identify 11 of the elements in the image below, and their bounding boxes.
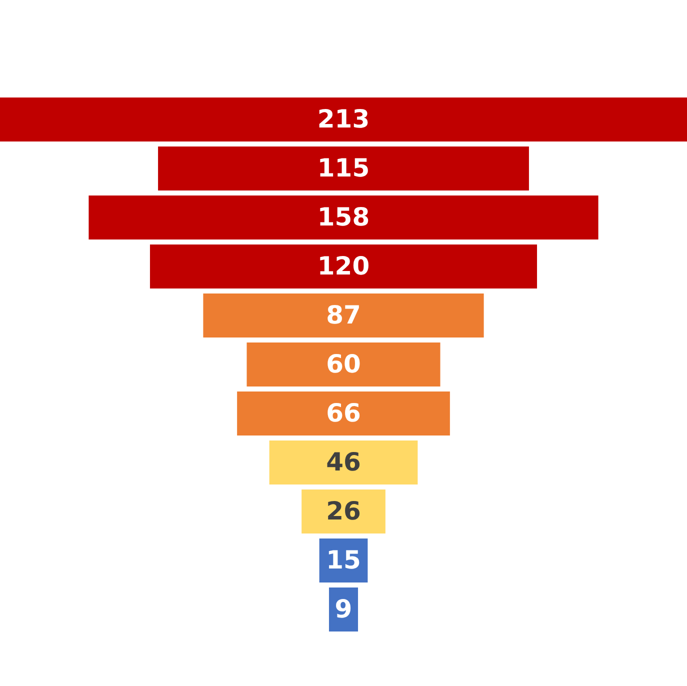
data-label: 9: [334, 594, 352, 624]
data-label: 46: [326, 448, 361, 476]
data-label: 115: [317, 154, 370, 182]
data-label: 158: [317, 202, 370, 232]
data-label: 26: [326, 496, 361, 526]
data-label: 120: [317, 252, 370, 280]
data-label: 213: [317, 104, 370, 134]
data-label: 66: [326, 398, 361, 428]
data-label: 60: [326, 350, 361, 378]
data-label: 15: [326, 546, 361, 574]
data-label: 87: [326, 300, 361, 330]
